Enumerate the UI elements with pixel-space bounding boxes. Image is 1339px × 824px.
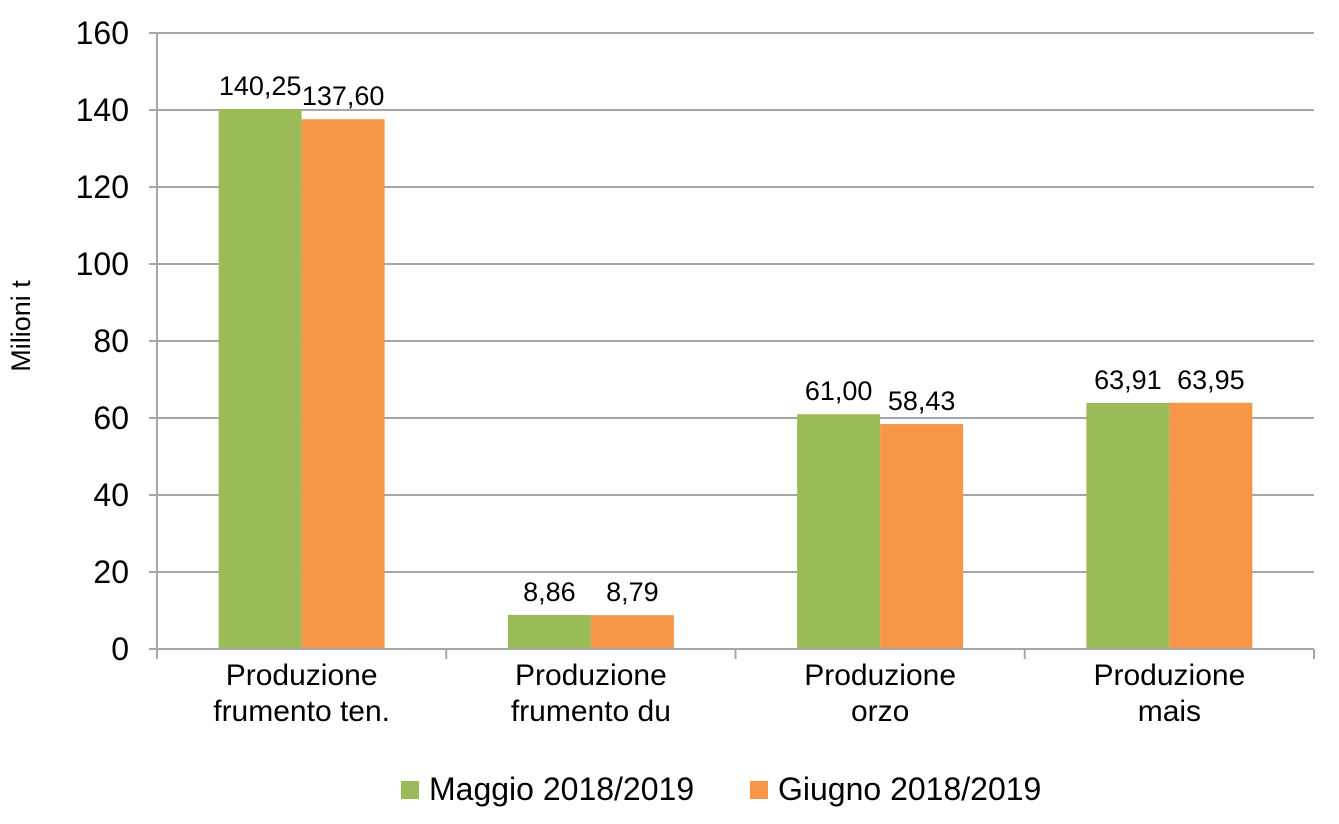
data-label: 63,91 [1094,365,1162,395]
bars [218,109,1253,650]
x-tick-label: mais [1138,695,1201,728]
bar [797,414,881,649]
bar [880,424,964,649]
x-tick-label: Produzione [804,659,956,692]
y-tick-label: 40 [93,477,129,513]
y-axis-label: Milioni t [6,280,36,372]
bar [590,615,674,649]
axes: 020406080100120140160Produzionefrumento … [76,15,1315,728]
data-label: 63,95 [1177,365,1245,395]
legend-swatch [750,781,768,799]
bar [301,119,385,650]
data-label: 58,43 [888,386,956,416]
data-labels: 140,25 137,60 8,86 8,79 61,00 58,43 63,91 63,95 [219,71,1245,607]
data-label: 61,00 [805,376,873,406]
bar [1169,402,1253,649]
bar [1086,402,1170,649]
data-label: 8,79 [606,577,659,607]
legend-swatch [401,781,419,799]
legend: Maggio 2018/2019 Giugno 2018/2019 [401,771,1041,807]
data-label: 137,60 [302,81,385,111]
x-tick-label: Produzione [515,659,667,692]
x-tick-label: frumento ten. [213,695,390,728]
legend-label: Maggio 2018/2019 [429,771,694,807]
x-tick-label: orzo [851,695,909,728]
y-tick-label: 20 [93,554,129,590]
bar [218,109,302,650]
y-tick-label: 140 [76,92,129,128]
x-tick-label: Produzione [1093,659,1245,692]
y-tick-label: 100 [76,246,129,282]
data-label: 8,86 [523,577,576,607]
y-tick-label: 80 [93,323,129,359]
x-tick-label: frumento du [511,695,671,728]
y-tick-label: 0 [111,631,129,667]
data-label: 140,25 [219,71,302,101]
y-tick-label: 160 [76,15,129,51]
x-tick-label: Produzione [226,659,378,692]
legend-label: Giugno 2018/2019 [778,771,1041,807]
bar [507,614,591,649]
y-tick-label: 60 [93,400,129,436]
y-tick-label: 120 [76,169,129,205]
